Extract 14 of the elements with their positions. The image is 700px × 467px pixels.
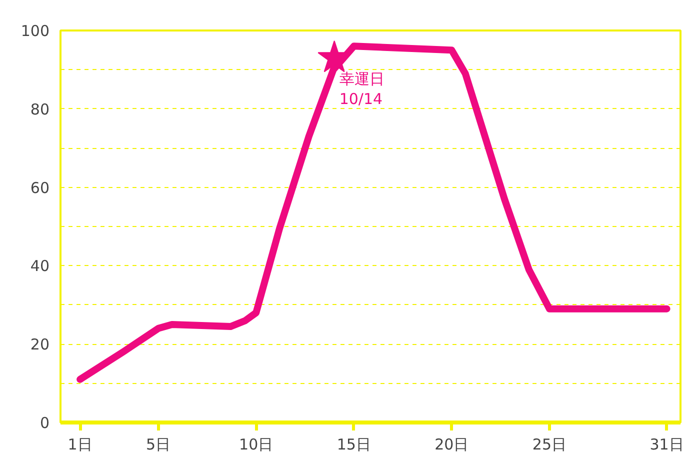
- x-tick-label: 5日: [146, 436, 171, 454]
- annotation: 幸運日 10/14: [339, 70, 384, 108]
- x-tick-label: 25日: [532, 436, 567, 454]
- y-tick-label: 100: [20, 22, 50, 40]
- y-tick-label: 40: [30, 257, 50, 276]
- x-tick-label: 31日: [650, 436, 684, 454]
- x-tick-label: 1日: [68, 436, 92, 454]
- x-tick-label: 15日: [336, 436, 371, 454]
- y-tick-label: 80: [30, 100, 50, 118]
- y-tick-label: 20: [30, 336, 50, 354]
- y-tick-label: 0: [40, 414, 50, 432]
- y-tick-label: 60: [30, 178, 50, 197]
- x-tick-label: 20日: [434, 436, 469, 454]
- x-tick-label: 10日: [239, 436, 274, 454]
